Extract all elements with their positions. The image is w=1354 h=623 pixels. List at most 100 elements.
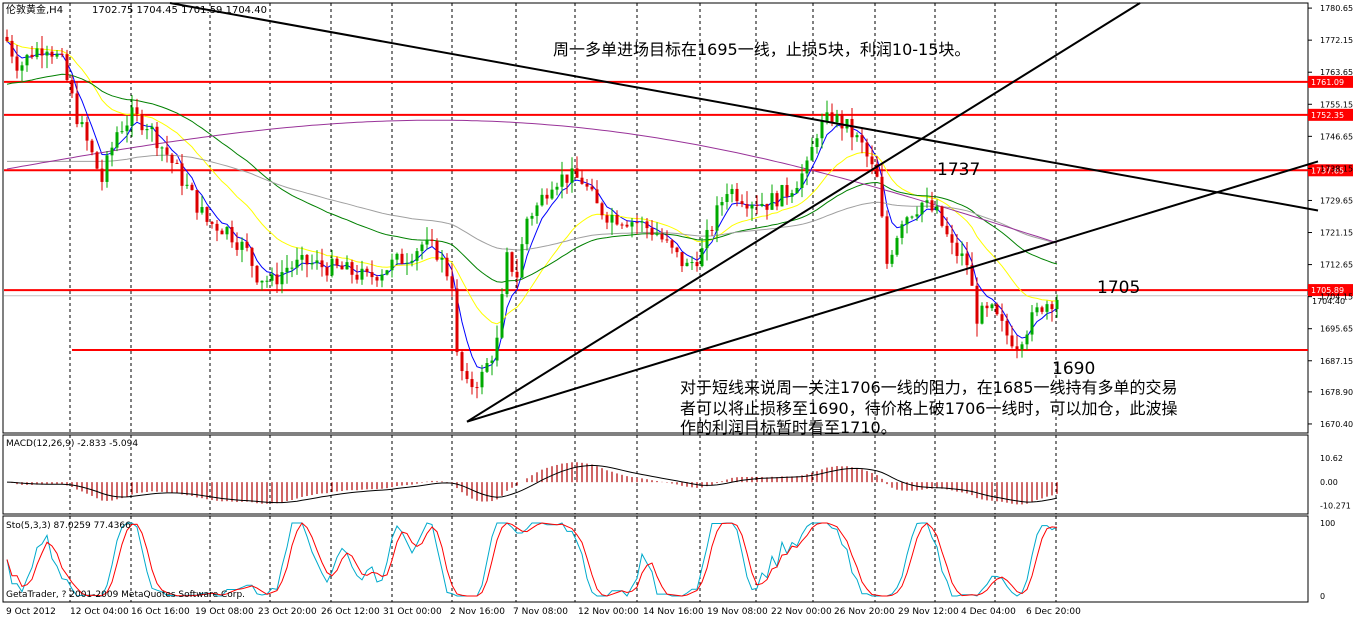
candle-body — [650, 228, 654, 235]
macd-tick-label: 0.00 — [1320, 478, 1338, 487]
x-axis-label: 29 Nov 12:00 — [898, 607, 959, 617]
macd-tick-label: 10.62 — [1320, 454, 1343, 463]
x-axis-label: 9 Oct 2012 — [6, 607, 56, 617]
candle-body — [15, 56, 19, 71]
candle-body — [770, 193, 774, 210]
candle-body — [165, 147, 169, 155]
candle-body — [640, 221, 644, 223]
candle-body — [655, 233, 659, 235]
candle-body — [145, 129, 149, 131]
candle-body — [615, 214, 619, 225]
candle-body — [625, 224, 629, 227]
candle-body — [595, 189, 599, 204]
candle-body — [780, 185, 784, 207]
candle-body — [265, 280, 269, 282]
candle-body — [660, 233, 664, 240]
candle-body — [490, 360, 494, 364]
uptrend-line-shallow — [466, 160, 1319, 423]
candle-body — [585, 183, 589, 187]
uptrend-line-steep — [466, 2, 1141, 423]
price-tick-label: 1755.15 — [1320, 100, 1353, 109]
candle-body — [875, 164, 879, 177]
candle-body — [550, 189, 554, 199]
candle-body — [460, 352, 464, 372]
candle-body — [365, 268, 369, 273]
candle-body — [20, 65, 24, 71]
candle-body — [210, 221, 214, 224]
candle-body — [610, 214, 614, 223]
candle-body — [1010, 335, 1014, 347]
copyright-text: GetaTrader, ? 2001-2009 MetaQuotes Softw… — [6, 590, 245, 600]
candle-body — [1020, 344, 1024, 350]
candle-body — [390, 259, 394, 271]
candle-body — [1025, 334, 1029, 345]
candle-body — [295, 259, 299, 268]
candle-body — [545, 194, 549, 199]
candle-body — [280, 272, 284, 285]
x-axis-label: 23 Oct 20:00 — [258, 607, 317, 617]
candle-body — [310, 263, 314, 265]
candle-body — [570, 168, 574, 183]
candle-body — [495, 337, 499, 361]
candle-body — [135, 107, 139, 115]
candle-body — [1040, 307, 1044, 312]
candle-body — [275, 274, 279, 285]
candle-body — [540, 194, 544, 206]
candle-body — [670, 240, 674, 248]
price-tag-label: 1752.35 — [1311, 111, 1344, 120]
candle-body — [195, 190, 199, 213]
candle-body — [385, 270, 389, 275]
price-tick-label: 1746.65 — [1320, 132, 1353, 141]
candle-body — [905, 217, 909, 225]
candle-body — [320, 260, 324, 268]
candle-body — [305, 254, 309, 265]
candle-body — [70, 80, 74, 94]
candle-body — [575, 168, 579, 178]
x-axis-label: 14 Nov 16:00 — [643, 607, 704, 617]
stoch-signal-line — [6, 522, 1058, 597]
candle-body — [65, 54, 69, 81]
candle-body — [935, 206, 939, 211]
candle-body — [50, 51, 54, 57]
candle-body — [90, 140, 94, 153]
candle-body — [985, 305, 989, 309]
candle-body — [170, 154, 174, 163]
candle-body — [80, 122, 84, 125]
price-tick-label: 1704.15 — [1320, 293, 1353, 302]
candle-body — [950, 234, 954, 243]
candle-body — [225, 226, 229, 235]
price-tick-label: 1772.15 — [1320, 36, 1353, 45]
stoch-tick-label: 0 — [1320, 592, 1325, 601]
candle-body — [425, 239, 429, 245]
candle-body — [45, 51, 49, 56]
price-tag-label: 1737.65 — [1311, 166, 1344, 175]
candle-body — [335, 258, 339, 266]
candle-body — [970, 265, 974, 286]
candle-body — [830, 112, 834, 123]
candle-body — [130, 107, 134, 126]
candle-body — [1050, 304, 1054, 310]
candle-body — [910, 216, 914, 218]
candle-body — [620, 224, 624, 226]
candle-body — [440, 257, 444, 260]
candle-body — [60, 53, 64, 55]
ma-medium-line — [6, 40, 1058, 325]
price-tag-box — [1308, 108, 1353, 121]
top-note: 周一多单进场目标在1695一线，止损5块，利润10-15块。 — [553, 40, 970, 59]
x-axis-label: 7 Nov 08:00 — [513, 607, 568, 617]
candle-body — [825, 112, 829, 122]
label-1705: 1705 — [1097, 278, 1140, 298]
candle-body — [915, 214, 919, 217]
candle-body — [100, 168, 104, 182]
candle-body — [855, 135, 859, 138]
candle-body — [685, 262, 689, 267]
candle-body — [530, 215, 534, 219]
candle-body — [645, 221, 649, 229]
candle-body — [30, 54, 34, 58]
candle-body — [845, 118, 849, 129]
candle-body — [835, 114, 839, 123]
candle-body — [330, 258, 334, 276]
main-panel — [2, 2, 1309, 434]
